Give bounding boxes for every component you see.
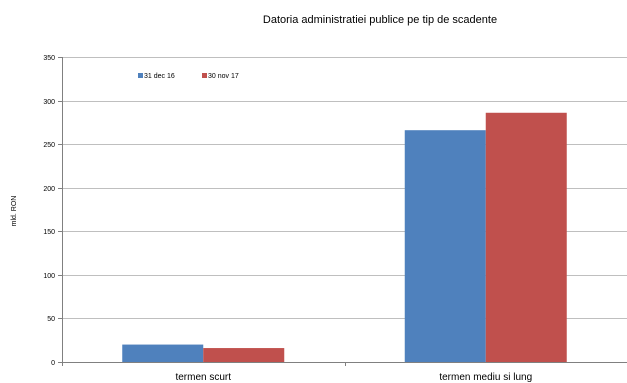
- legend-label: 31 dec 16: [144, 73, 175, 80]
- legend-swatch: [138, 73, 143, 78]
- y-axis-label: mld. RON: [11, 196, 18, 227]
- y-tick-label: 200: [43, 186, 55, 193]
- chart-title: Datoria administratiei publice pe tip de…: [263, 14, 497, 26]
- category-labels: termen scurt termen mediu si lung: [175, 372, 532, 383]
- legend: 31 dec 16 30 nov 17: [138, 73, 239, 80]
- axes: [62, 57, 627, 366]
- legend-swatch: [202, 73, 207, 78]
- y-tick-label: 50: [47, 316, 55, 323]
- bar-series1: [122, 344, 204, 362]
- y-tick-labels: 0 50 100 150 200 250 300 350: [43, 55, 55, 367]
- y-tick-label: 300: [43, 99, 55, 106]
- legend-label: 30 nov 17: [208, 73, 239, 80]
- y-tick-label: 150: [43, 229, 55, 236]
- y-tick-label: 100: [43, 273, 55, 280]
- bar-series2: [485, 112, 567, 363]
- x-category-label: termen mediu si lung: [439, 372, 532, 383]
- bar-series2: [203, 348, 285, 362]
- y-tick-label: 0: [51, 360, 55, 367]
- y-tick-label: 350: [43, 55, 55, 62]
- bar-series1: [404, 130, 486, 362]
- y-tick-label: 250: [43, 142, 55, 149]
- x-category-label: termen scurt: [175, 372, 231, 383]
- bars: [122, 112, 567, 363]
